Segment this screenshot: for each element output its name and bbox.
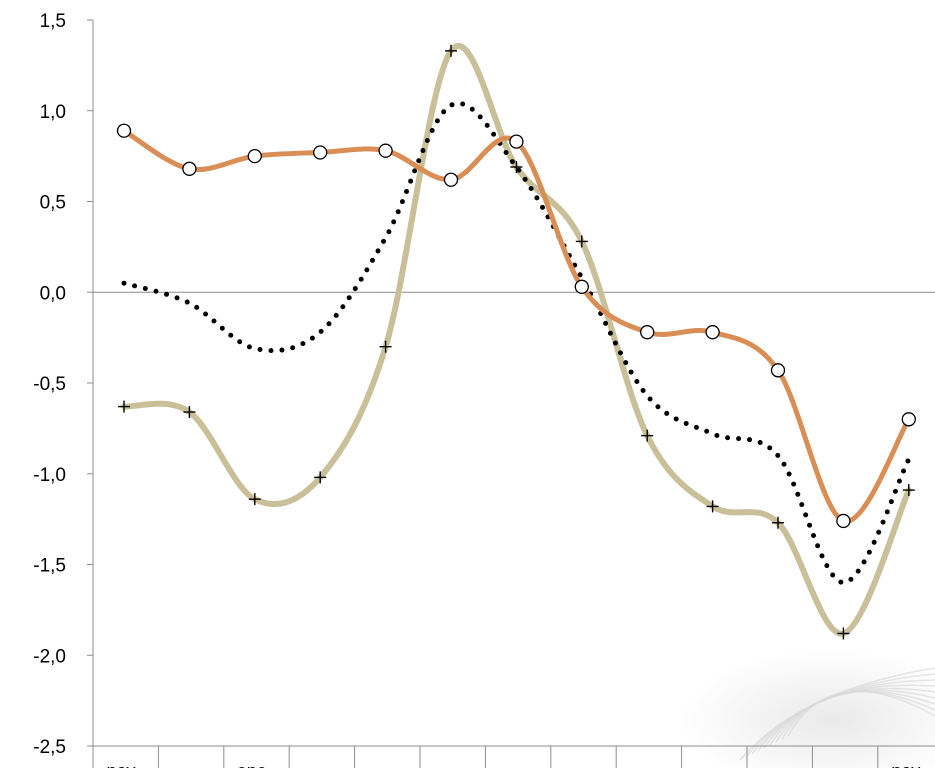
- data-point-plus: [641, 429, 654, 442]
- data-point-plus: [706, 500, 719, 513]
- data-point-circle: [836, 513, 851, 529]
- data-point-plus: [837, 627, 850, 640]
- watermark-eagle-emblem: [680, 650, 935, 773]
- data-point-plus: [118, 400, 130, 413]
- data-point-circle: [247, 148, 262, 164]
- y-tick-label: 1,5: [40, 11, 66, 32]
- x-tick-label: nov-: [891, 761, 926, 768]
- data-point-plus: [902, 484, 915, 497]
- y-tick-label: 0,5: [40, 193, 66, 214]
- data-point-circle: [116, 123, 132, 138]
- data-point-circle: [313, 145, 328, 160]
- data-point-circle: [378, 143, 393, 158]
- series-line-1: [121, 43, 912, 637]
- y-tick-label: -0,5: [33, 374, 66, 395]
- data-point-plus: [379, 340, 392, 353]
- watermark-stroke: [787, 690, 935, 737]
- data-point-plus: [314, 471, 327, 484]
- y-tick-label: -2,5: [33, 737, 66, 758]
- y-tick-label: -1,5: [33, 556, 66, 577]
- y-tick-label: 1,0: [40, 102, 66, 123]
- data-point-plus: [445, 44, 457, 57]
- data-point-plus: [575, 235, 588, 248]
- y-tick-label: -1,0: [33, 465, 66, 486]
- y-tick-label: 0,0: [40, 283, 66, 304]
- data-point-circle: [640, 325, 655, 340]
- data-point-circle: [705, 325, 720, 340]
- data-point-circle: [574, 279, 589, 294]
- data-point-plus: [510, 161, 523, 174]
- series-line-2: [121, 100, 912, 586]
- data-point-circle: [901, 412, 916, 427]
- data-point-plus: [183, 406, 196, 419]
- data-point-circle: [770, 363, 786, 378]
- data-point-plus: [772, 516, 784, 529]
- data-point-circle: [443, 172, 459, 187]
- x-tick-label: nov-: [106, 761, 141, 768]
- y-tick-label: -2,0: [33, 646, 66, 667]
- data-point-plus: [248, 493, 261, 506]
- series-line-3: [121, 128, 912, 524]
- x-tick-label: ene-: [237, 761, 273, 768]
- data-point-circle: [182, 161, 197, 176]
- data-point-circle: [509, 134, 524, 149]
